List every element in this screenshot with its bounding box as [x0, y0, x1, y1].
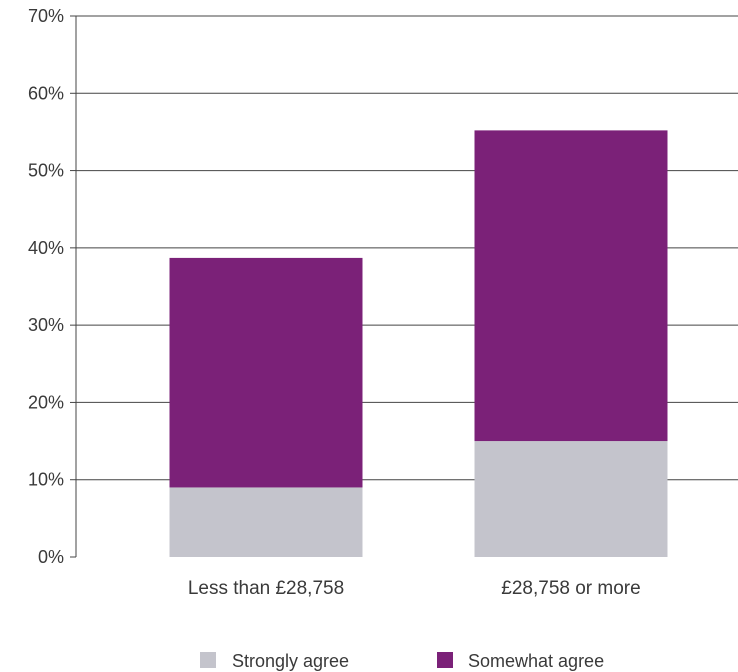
bar-segment	[474, 441, 668, 557]
x-category-label: £28,758 or more	[501, 578, 640, 599]
bar-segment	[169, 487, 363, 557]
legend-swatch	[437, 652, 453, 668]
y-axis-ticks: 0% 10% 20% 30% 40% 50% 60% 70%	[28, 6, 76, 567]
y-tick-label: 70%	[28, 6, 64, 26]
bar-segment	[169, 257, 363, 488]
y-tick-label: 20%	[28, 392, 64, 412]
bar-segment	[474, 130, 668, 442]
legend-label: Somewhat agree	[468, 651, 604, 671]
y-tick-label: 50%	[28, 161, 64, 181]
bars	[169, 130, 668, 557]
y-tick-label: 30%	[28, 315, 64, 335]
y-tick-label: 60%	[28, 83, 64, 103]
y-tick-label: 0%	[38, 547, 64, 567]
x-axis-labels: Less than £28,758 £28,758 or more	[188, 578, 641, 599]
legend-label: Strongly agree	[232, 651, 349, 671]
y-tick-label: 40%	[28, 238, 64, 258]
legend: Strongly agree Somewhat agree	[200, 651, 604, 671]
y-tick-label: 10%	[28, 470, 64, 490]
legend-swatch	[200, 652, 216, 668]
x-category-label: Less than £28,758	[188, 578, 344, 599]
